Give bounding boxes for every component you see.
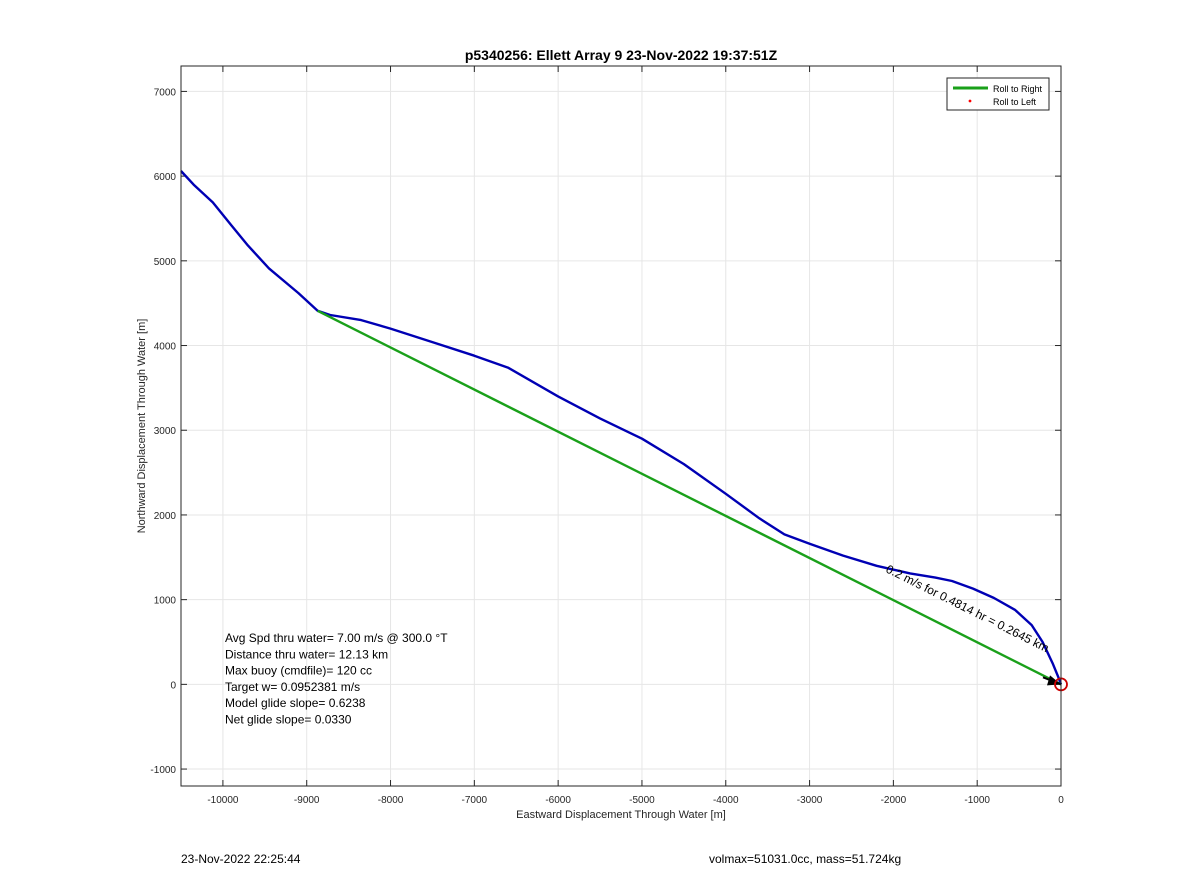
x-tick-label: -6000 [545,795,571,806]
info-line: Avg Spd thru water= 7.00 m/s @ 300.0 °T [225,631,448,645]
x-tick-label: -3000 [797,795,823,806]
x-tick-label: -10000 [207,795,239,806]
y-tick-label: 0 [170,680,176,691]
y-tick-label: 7000 [154,87,177,98]
info-line: Net glide slope= 0.0330 [225,713,352,727]
x-tick-label: -1000 [964,795,990,806]
legend-label-roll-to-left: Roll to Left [993,97,1037,107]
x-tick-label: -8000 [378,795,404,806]
annotation-layer: 0.2 m/s for 0.4814 hr = 0.2645 km [884,562,1068,692]
chart-title: p5340256: Ellett Array 9 23-Nov-2022 19:… [465,47,778,63]
axis-ticks: -10000 -9000 -8000 -7000 -6000 -5000 -4000 -300… [150,66,1064,806]
x-tick-label: -2000 [881,795,907,806]
x-tick-label: 0 [1058,795,1064,806]
info-line: Target w= 0.0952381 m/s [225,680,360,694]
series-line-track [180,170,1063,685]
plot-frame [180,65,1062,787]
x-tick-label: -4000 [713,795,739,806]
legend-swatch-roll-to-left [968,99,972,103]
series-line-roll-to-right [317,309,1062,686]
info-box: Avg Spd thru water= 7.00 m/s @ 300.0 °T D… [225,631,448,727]
x-tick-label: -5000 [629,795,655,806]
y-axis-label: Northward Displacement Through Water [m] [136,319,148,534]
y-tick-label: 6000 [154,172,177,183]
x-tick-label: -9000 [294,795,320,806]
info-line: Distance thru water= 12.13 km [225,647,388,661]
y-tick-label: 3000 [154,426,177,437]
legend-label-roll-to-right: Roll to Right [993,84,1043,94]
grid-lines [181,66,1062,786]
info-line: Max buoy (cmdfile)= 120 cc [225,664,372,678]
y-tick-label: -1000 [150,765,176,776]
footer-timestamp: 23-Nov-2022 22:25:44 [181,852,301,866]
y-tick-label: 4000 [154,342,177,353]
info-line: Model glide slope= 0.6238 [225,696,366,710]
y-tick-label: 2000 [154,511,177,522]
footer-vol-mass: volmax=51031.0cc, mass=51.724kg [709,852,902,866]
legend-box [946,77,1050,111]
y-tick-label: 5000 [154,257,177,268]
x-tick-label: -7000 [462,795,488,806]
current-vector-arrowhead [1047,675,1061,686]
legend: Roll to Right Roll to Left [946,77,1050,111]
y-tick-label: 1000 [154,596,177,607]
x-axis-label: Eastward Displacement Through Water [m] [516,809,726,821]
series-layer [180,170,1063,686]
